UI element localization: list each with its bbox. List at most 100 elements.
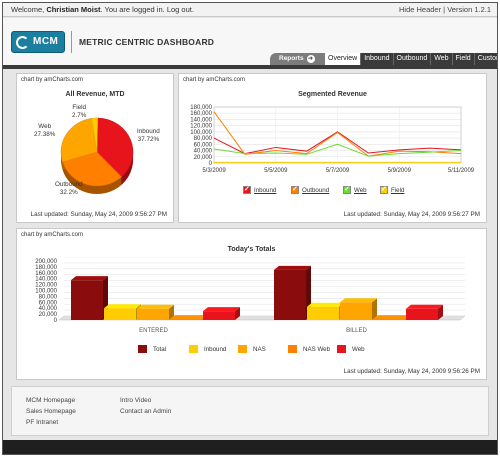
welcome-prefix: Welcome, (11, 5, 45, 14)
bottom-bar (3, 440, 497, 454)
legend-swatch (189, 345, 198, 353)
y-tick-label: 120,000 (190, 124, 212, 130)
chart-credit: chart by amCharts.com (21, 77, 84, 83)
tab-field[interactable]: Field (451, 53, 474, 65)
legend-web: Web (337, 345, 365, 353)
mcm-logo[interactable]: MCM (11, 31, 65, 53)
legend-swatch (337, 345, 346, 353)
link-sales-homepage[interactable]: Sales Homepage (26, 408, 76, 415)
bar-chart-panel: chart by amCharts.com Today's Totals 200… (16, 228, 487, 380)
y-tick-label: 60,000 (194, 142, 213, 148)
footer-links-col2: Intro Video Contact an Admin (120, 395, 171, 417)
x-tick-label: 5/9/2009 (388, 168, 412, 174)
logo-text: MCM (33, 36, 59, 47)
y-tick-label: 80,000 (194, 136, 213, 142)
last-updated: Last updated: Sunday, May 24, 2009 9:56:… (30, 211, 167, 218)
series-line-web (213, 143, 462, 157)
bar-chart: 200,000180,000160,000140,000120,000100,0… (35, 257, 466, 334)
user-name: Christian Moist (46, 5, 101, 14)
bar-top (340, 298, 377, 303)
bar-side (372, 298, 377, 320)
bar-top (373, 315, 410, 320)
footer: MCM Homepage Sales Homepage PF Intranet … (11, 386, 489, 436)
y-tick-label: 40,000 (194, 149, 213, 155)
link-intro-video[interactable]: Intro Video (120, 397, 152, 404)
pie-slice-web (60, 118, 98, 163)
dashboard-header: MCM METRIC CENTRIC DASHBOARD (3, 18, 497, 68)
checkbox-icon (291, 185, 299, 194)
page-title: METRIC CENTRIC DASHBOARD (79, 37, 215, 47)
series-line-inbound (213, 131, 462, 155)
link-pf-intranet[interactable]: PF Intranet (26, 419, 59, 426)
legend-outbound[interactable]: Outbound (291, 185, 329, 194)
pie-slice-inbound (96, 117, 134, 178)
tab-inbound[interactable]: Inbound (360, 53, 393, 65)
y-tick-label: 180,000 (190, 105, 212, 111)
legend-web[interactable]: Web (343, 185, 367, 194)
last-updated: Last updated: Sunday, May 24, 2009 9:56:… (343, 368, 480, 375)
logo-swirl-icon (16, 36, 29, 49)
line-chart: 180,000160,000140,000120,000100,00080,00… (190, 105, 475, 174)
legend-nas: NAS (238, 345, 266, 353)
x-tick-label: 5/3/2009 (202, 168, 226, 174)
nav-underline (3, 65, 497, 69)
y-tick-label: 40,000 (39, 306, 58, 312)
y-tick-label: 140,000 (35, 277, 57, 283)
category-label: BILLED (346, 328, 367, 334)
pie-label-web: Web 27.38% (34, 123, 56, 138)
legend-swatch (238, 345, 247, 353)
bar-top (104, 304, 141, 309)
arrow-right-icon: ➜ (306, 55, 315, 63)
header-divider (71, 31, 72, 53)
tab-outbound[interactable]: Outbound (392, 53, 431, 65)
pie-chart-title: All Revenue, MTD (65, 91, 125, 98)
pie-chart (60, 117, 134, 194)
tab-customer[interactable]: Customer (473, 53, 497, 65)
bar-chart-title: Today's Totals (227, 246, 276, 253)
bar-inbound (104, 308, 136, 320)
bar-nas (137, 308, 169, 320)
legend-nas-web: NAS Web (288, 345, 330, 353)
pie-slice-field (91, 117, 98, 153)
y-tick-label: 0 (209, 161, 213, 167)
y-tick-label: 20,000 (39, 312, 58, 318)
legend-field[interactable]: Field (380, 185, 404, 194)
logout-link[interactable]: Log out. (166, 5, 194, 14)
bar-top (137, 304, 174, 309)
bar-nas (340, 302, 372, 320)
welcome-text: Welcome, Christian Moist. You are logged… (11, 3, 194, 17)
checkbox-icon (243, 185, 251, 194)
legend-swatch (288, 345, 297, 353)
pie-label-outbound: Outbound 32.2% (55, 181, 83, 196)
y-tick-label: 60,000 (39, 300, 58, 306)
y-tick-label: 160,000 (190, 111, 212, 117)
x-tick-label: 5/7/2009 (326, 168, 350, 174)
y-tick-label: 200,000 (35, 259, 57, 265)
x-tick-label: 5/11/2009 (448, 168, 475, 174)
top-status-bar: Welcome, Christian Moist. You are logged… (3, 3, 497, 17)
welcome-suffix: . You are logged in. (100, 5, 165, 14)
y-tick-label: 20,000 (194, 155, 213, 161)
last-updated: Last updated: Sunday, May 24, 2009 9:56:… (343, 211, 480, 218)
legend-total: Total (138, 345, 166, 353)
hide-header-link[interactable]: Hide Header (398, 5, 442, 14)
reports-button[interactable]: Reports ➜ (270, 53, 325, 65)
tab-web[interactable]: Web (430, 53, 452, 65)
link-mcm-homepage[interactable]: MCM Homepage (26, 397, 76, 404)
tab-overview[interactable]: Overview (325, 53, 361, 65)
bar-total (274, 269, 306, 320)
legend-inbound: Inbound (189, 345, 226, 353)
bar-inbound (307, 306, 339, 320)
chart-credit: chart by amCharts.com (21, 232, 84, 238)
bar-side (169, 304, 174, 320)
bar-top (307, 302, 344, 307)
link-contact-admin[interactable]: Contact an Admin (120, 408, 172, 415)
y-tick-label: 180,000 (35, 265, 57, 271)
y-tick-label: 120,000 (35, 283, 57, 289)
x-tick-label: 5/5/2009 (264, 168, 288, 174)
legend-inbound[interactable]: Inbound (243, 185, 276, 194)
bar-web (203, 311, 235, 320)
bar-nas-web (373, 319, 405, 320)
bar-top (203, 307, 240, 312)
